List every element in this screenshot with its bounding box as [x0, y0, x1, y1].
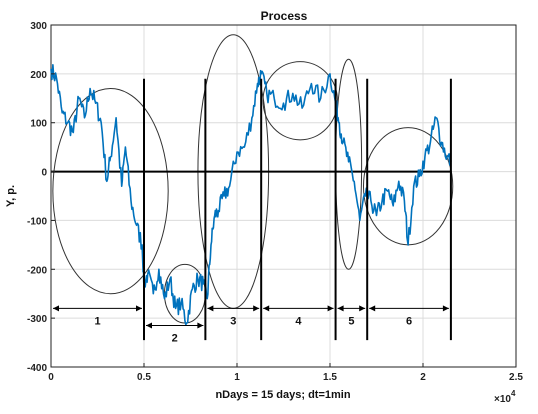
y-tick-label: 0: [41, 168, 47, 179]
segment-arrow-head: [359, 305, 366, 312]
segment-label: 3: [230, 315, 236, 327]
segment-label: 6: [406, 315, 412, 327]
x-tick-label: 1.5: [323, 372, 337, 383]
y-tick-label: -400: [27, 363, 47, 374]
y-tick-label: 100: [30, 119, 47, 130]
x-tick-label: 1: [234, 372, 240, 383]
segment-label: 4: [295, 315, 302, 327]
segment-arrow-head: [136, 305, 142, 312]
chart-title: Process: [261, 9, 308, 23]
segment-arrow-head: [207, 305, 214, 312]
x-multiplier-base: ×10: [494, 394, 511, 405]
y-tick-label: -300: [27, 314, 47, 325]
y-tick-label: 200: [30, 70, 47, 81]
segment-label: 1: [94, 315, 100, 327]
series-line: [50, 64, 452, 326]
y-axis-label: Y, p.: [5, 185, 17, 207]
x-tick-label: 2.5: [509, 372, 523, 383]
y-tick-label: -200: [27, 265, 47, 276]
segment-markers: 1 2 3 4 5 6: [53, 78, 452, 344]
x-tick-label: 0.5: [137, 372, 151, 383]
x-axis-label: nDays = 15 days; dt=1min: [215, 389, 350, 401]
segment-arrow-head: [253, 305, 260, 312]
plot-area-frame: [50, 24, 517, 368]
segment-arrow-head: [197, 322, 204, 329]
segment-label: 5: [348, 315, 354, 327]
y-tick-label: 300: [30, 21, 47, 32]
segment-arrow-head: [146, 322, 152, 329]
segment-label: 2: [172, 332, 178, 344]
x-multiplier: ×104: [494, 389, 516, 405]
x-tick-label: 0: [48, 372, 54, 383]
segment-arrow-head: [442, 305, 449, 312]
axis-ticks: 0 0.5 1 1.5 2 2.5 -400 -300 -200 -100 0 100 200 300: [27, 21, 523, 383]
segment-arrow-head: [369, 305, 376, 312]
x-multiplier-exponent: 4: [511, 389, 516, 398]
highlight-ellipse: [52, 88, 169, 295]
segment-arrow-head: [53, 305, 59, 312]
segment-arrow-head: [263, 305, 270, 312]
x-tick-label: 2: [420, 372, 426, 383]
segment-arrow-head: [337, 305, 344, 312]
y-tick-label: -100: [27, 216, 47, 227]
segment-arrow-head: [327, 305, 334, 312]
